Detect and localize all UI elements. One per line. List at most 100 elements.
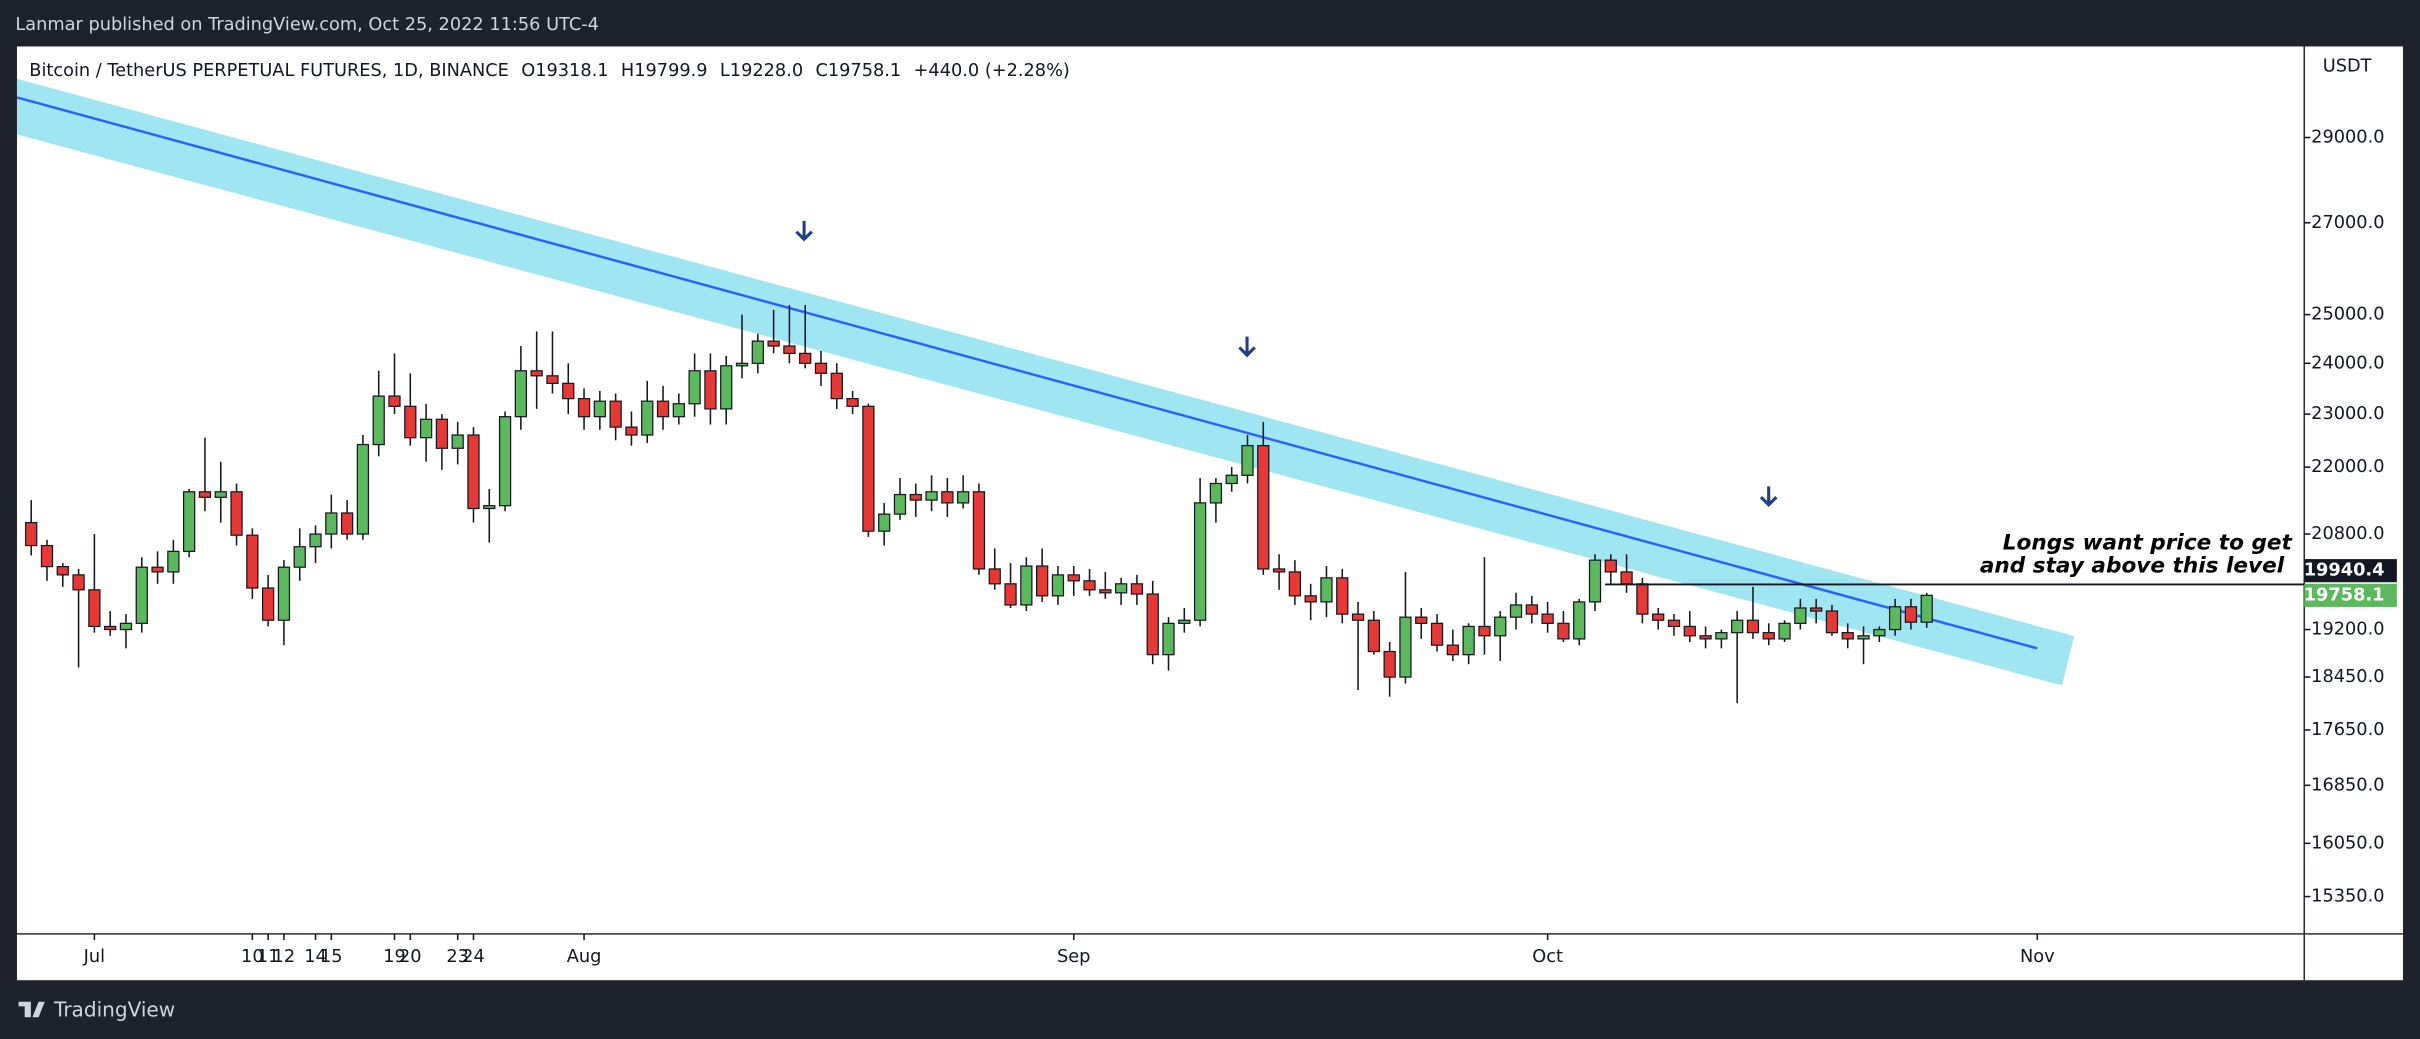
y-tick-label: 15350.0: [2311, 887, 2384, 907]
candle-body: [1667, 619, 1681, 628]
candles: [25, 305, 1933, 704]
candle-body: [767, 340, 780, 347]
x-tick-label: 19: [383, 947, 406, 967]
x-tick-label: 11: [257, 947, 280, 967]
candle-body: [1257, 445, 1270, 570]
candle-body: [1430, 622, 1444, 646]
candle-body: [672, 403, 685, 418]
candle-body: [1762, 632, 1775, 640]
candle-body: [483, 505, 496, 510]
arrow-down: [795, 220, 813, 242]
candle-body: [1557, 622, 1570, 640]
arrows: [795, 220, 1778, 508]
candle-body: [388, 395, 401, 407]
logo-mark: [18, 1001, 45, 1018]
candle-body: [1399, 616, 1412, 678]
candle-body: [846, 398, 859, 407]
candle-body: [261, 587, 275, 621]
candle-body: [1067, 574, 1080, 582]
candle-body: [1920, 594, 1933, 623]
y-tick-label: 27000.0: [2311, 213, 2384, 233]
candle-body: [893, 493, 907, 515]
y-tick-label: 18450.0: [2311, 667, 2384, 687]
plot: [93, 136, 2311, 941]
candle-body: [246, 534, 259, 589]
candle-body: [1462, 625, 1475, 656]
trend-channel: [16, 78, 2075, 686]
candle-body: [1367, 619, 1381, 653]
brand-logo: TradingView: [18, 998, 175, 1022]
candle-body: [1225, 474, 1238, 485]
candle-body: [1146, 593, 1159, 656]
legend-change: +440.0 (+2.28%): [914, 61, 1070, 81]
candle-body: [1841, 632, 1854, 640]
candle-body: [183, 491, 196, 552]
candle-body: [625, 426, 638, 436]
candle-body: [1130, 583, 1144, 595]
arrow-down: [1238, 336, 1256, 358]
price-label: 19758.1: [2304, 585, 2385, 605]
candle-body: [1178, 619, 1191, 624]
candle-body: [830, 372, 843, 400]
candle-body: [704, 370, 717, 410]
candle-body: [1351, 613, 1365, 621]
candle-body: [530, 370, 543, 377]
symbol-title: Bitcoin / TetherUS PERPETUAL FUTURES, 1D…: [29, 61, 509, 81]
candle-body: [751, 340, 764, 364]
candle-body: [1904, 606, 1918, 623]
candle-body: [1494, 616, 1507, 637]
candle-body: [1588, 559, 1602, 603]
trend-line: [16, 96, 2038, 650]
candle-body: [1857, 635, 1870, 640]
candle-body: [1794, 607, 1807, 624]
candle-body: [878, 513, 891, 532]
candle-body: [104, 625, 117, 631]
candle-body: [1241, 445, 1254, 476]
y-tick-label: 16850.0: [2311, 775, 2384, 795]
x-tick-label: Jul: [83, 947, 105, 967]
candle-body: [941, 491, 954, 504]
y-tick-label: 17650.0: [2311, 720, 2384, 740]
candle-body: [1383, 650, 1396, 678]
legend-close: C19758.1: [815, 61, 901, 81]
candle-body: [467, 434, 480, 510]
x-tick-label: Oct: [1532, 947, 1563, 967]
candle-body: [1525, 604, 1538, 615]
candle-body: [1035, 565, 1049, 597]
candle-body: [1699, 635, 1712, 640]
candle-body: [1636, 583, 1649, 615]
price-label: 19940.4: [2304, 561, 2385, 581]
candle-body: [1020, 565, 1033, 606]
candle-body: [1209, 482, 1223, 504]
candle-body: [277, 566, 291, 621]
candle-body: [214, 491, 227, 498]
x-tick-label: 12: [273, 947, 296, 967]
y-tick-label: 29000.0: [2311, 128, 2384, 148]
candle-body: [1573, 601, 1586, 640]
candle-body: [720, 365, 733, 410]
y-tick-label: 25000.0: [2311, 305, 2384, 325]
candle-body: [325, 512, 338, 535]
candle-body: [498, 416, 512, 507]
x-tick-label: Aug: [567, 947, 602, 967]
candle-body: [562, 382, 575, 400]
candle-body: [72, 574, 85, 591]
candle-body: [1193, 502, 1207, 621]
candle-body: [957, 491, 970, 504]
candle-body: [1778, 622, 1791, 640]
arrow-down: [1759, 486, 1778, 508]
legend-high: H19799.9: [621, 61, 708, 81]
y-tick-label: 19200.0: [2311, 620, 2384, 640]
candle-body: [451, 434, 464, 449]
candle-body: [230, 491, 243, 536]
candle-body: [972, 491, 986, 570]
candle-body: [1652, 613, 1665, 621]
candle-body: [1304, 595, 1317, 603]
candle-body: [1320, 577, 1333, 603]
candle-body: [419, 418, 433, 439]
candle-body: [1825, 610, 1839, 634]
candle-body: [1541, 613, 1554, 624]
candle-body: [1288, 571, 1302, 597]
candle-body: [988, 568, 1001, 585]
